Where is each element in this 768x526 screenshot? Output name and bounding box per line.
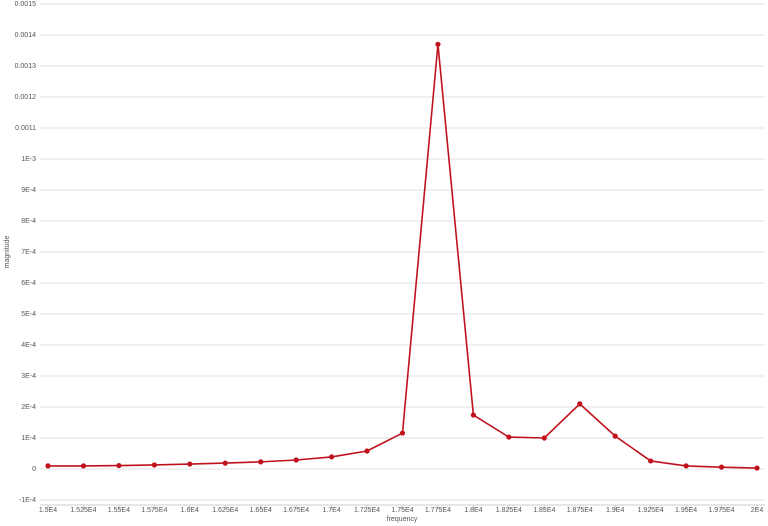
x-tick-label: 1.675E4 [283,507,309,514]
y-tick-label: 0.0015 [15,1,37,8]
x-tick-label: 1.525E4 [70,507,96,514]
point [293,457,299,463]
point [116,462,122,469]
x-tick-label: 1.85E4 [533,507,555,514]
point [754,465,760,471]
x-tick-label: 1.975E4 [709,507,735,514]
point [612,433,618,439]
point [718,464,725,470]
x-tick-label: 1.575E4 [141,507,167,514]
y-tick-label: 2E-4 [21,404,36,411]
y-tick-label: 7E-4 [21,249,36,256]
point [258,459,264,465]
x-tick-label: 1.725E4 [354,507,380,514]
x-tick-label: 1.6E4 [181,507,199,514]
x-tick-label: 1.65E4 [250,507,272,514]
point [399,430,406,436]
x-tick-label: 1.75E4 [391,507,413,514]
y-tick-label: 8E-4 [21,218,36,225]
point [222,460,228,466]
point [470,412,476,418]
x-tick-label: 1.55E4 [108,507,130,514]
x-tick-label: 1.875E4 [567,507,593,514]
point [187,461,193,467]
x-tick-label: 1.8E4 [464,507,482,514]
x-tick-label: 1.5E4 [39,507,57,514]
point [683,463,689,469]
point [435,41,441,47]
point [577,401,583,407]
x-tick-label: 1.9E4 [606,507,624,514]
x-tick-label: 1.775E4 [425,507,451,514]
point [80,463,87,469]
x-tick-label: 1.925E4 [638,507,664,514]
y-tick-label: 4E-4 [21,342,36,349]
line [48,44,758,469]
y-tick-label: 6E-4 [21,280,36,287]
y-tick-label: 9E-4 [21,187,36,194]
x-tick-label: 2E4 [751,507,764,514]
y-tick-label: 1E-4 [21,435,36,442]
y-tick-label: 0.0011 [15,125,36,132]
x-tick-label: 1.825E4 [496,507,522,514]
y-tick-label: 3E-4 [21,373,36,380]
point [541,435,547,441]
y-tick-label: 1E-3 [21,156,36,163]
x-tick-label: 1.95E4 [675,507,697,514]
y-tick-label: 5E-4 [21,311,36,318]
x-axis-title: frequency [387,516,418,523]
x-tick-label: 1.625E4 [212,507,238,514]
x-tick-label: 1.7E4 [322,507,340,514]
point [364,448,370,454]
point [45,463,51,469]
y-tick-label: 0 [32,466,36,473]
point [329,454,335,460]
y-tick-label: 0.0013 [15,63,37,70]
y-tick-label: 0.0014 [15,32,37,39]
y-tick-label: 0.0012 [15,94,37,101]
y-tick-label: -1E-4 [19,497,36,504]
point [151,462,157,468]
point [506,434,512,440]
y-axis-title: magnitude [4,236,11,269]
point [648,458,654,464]
